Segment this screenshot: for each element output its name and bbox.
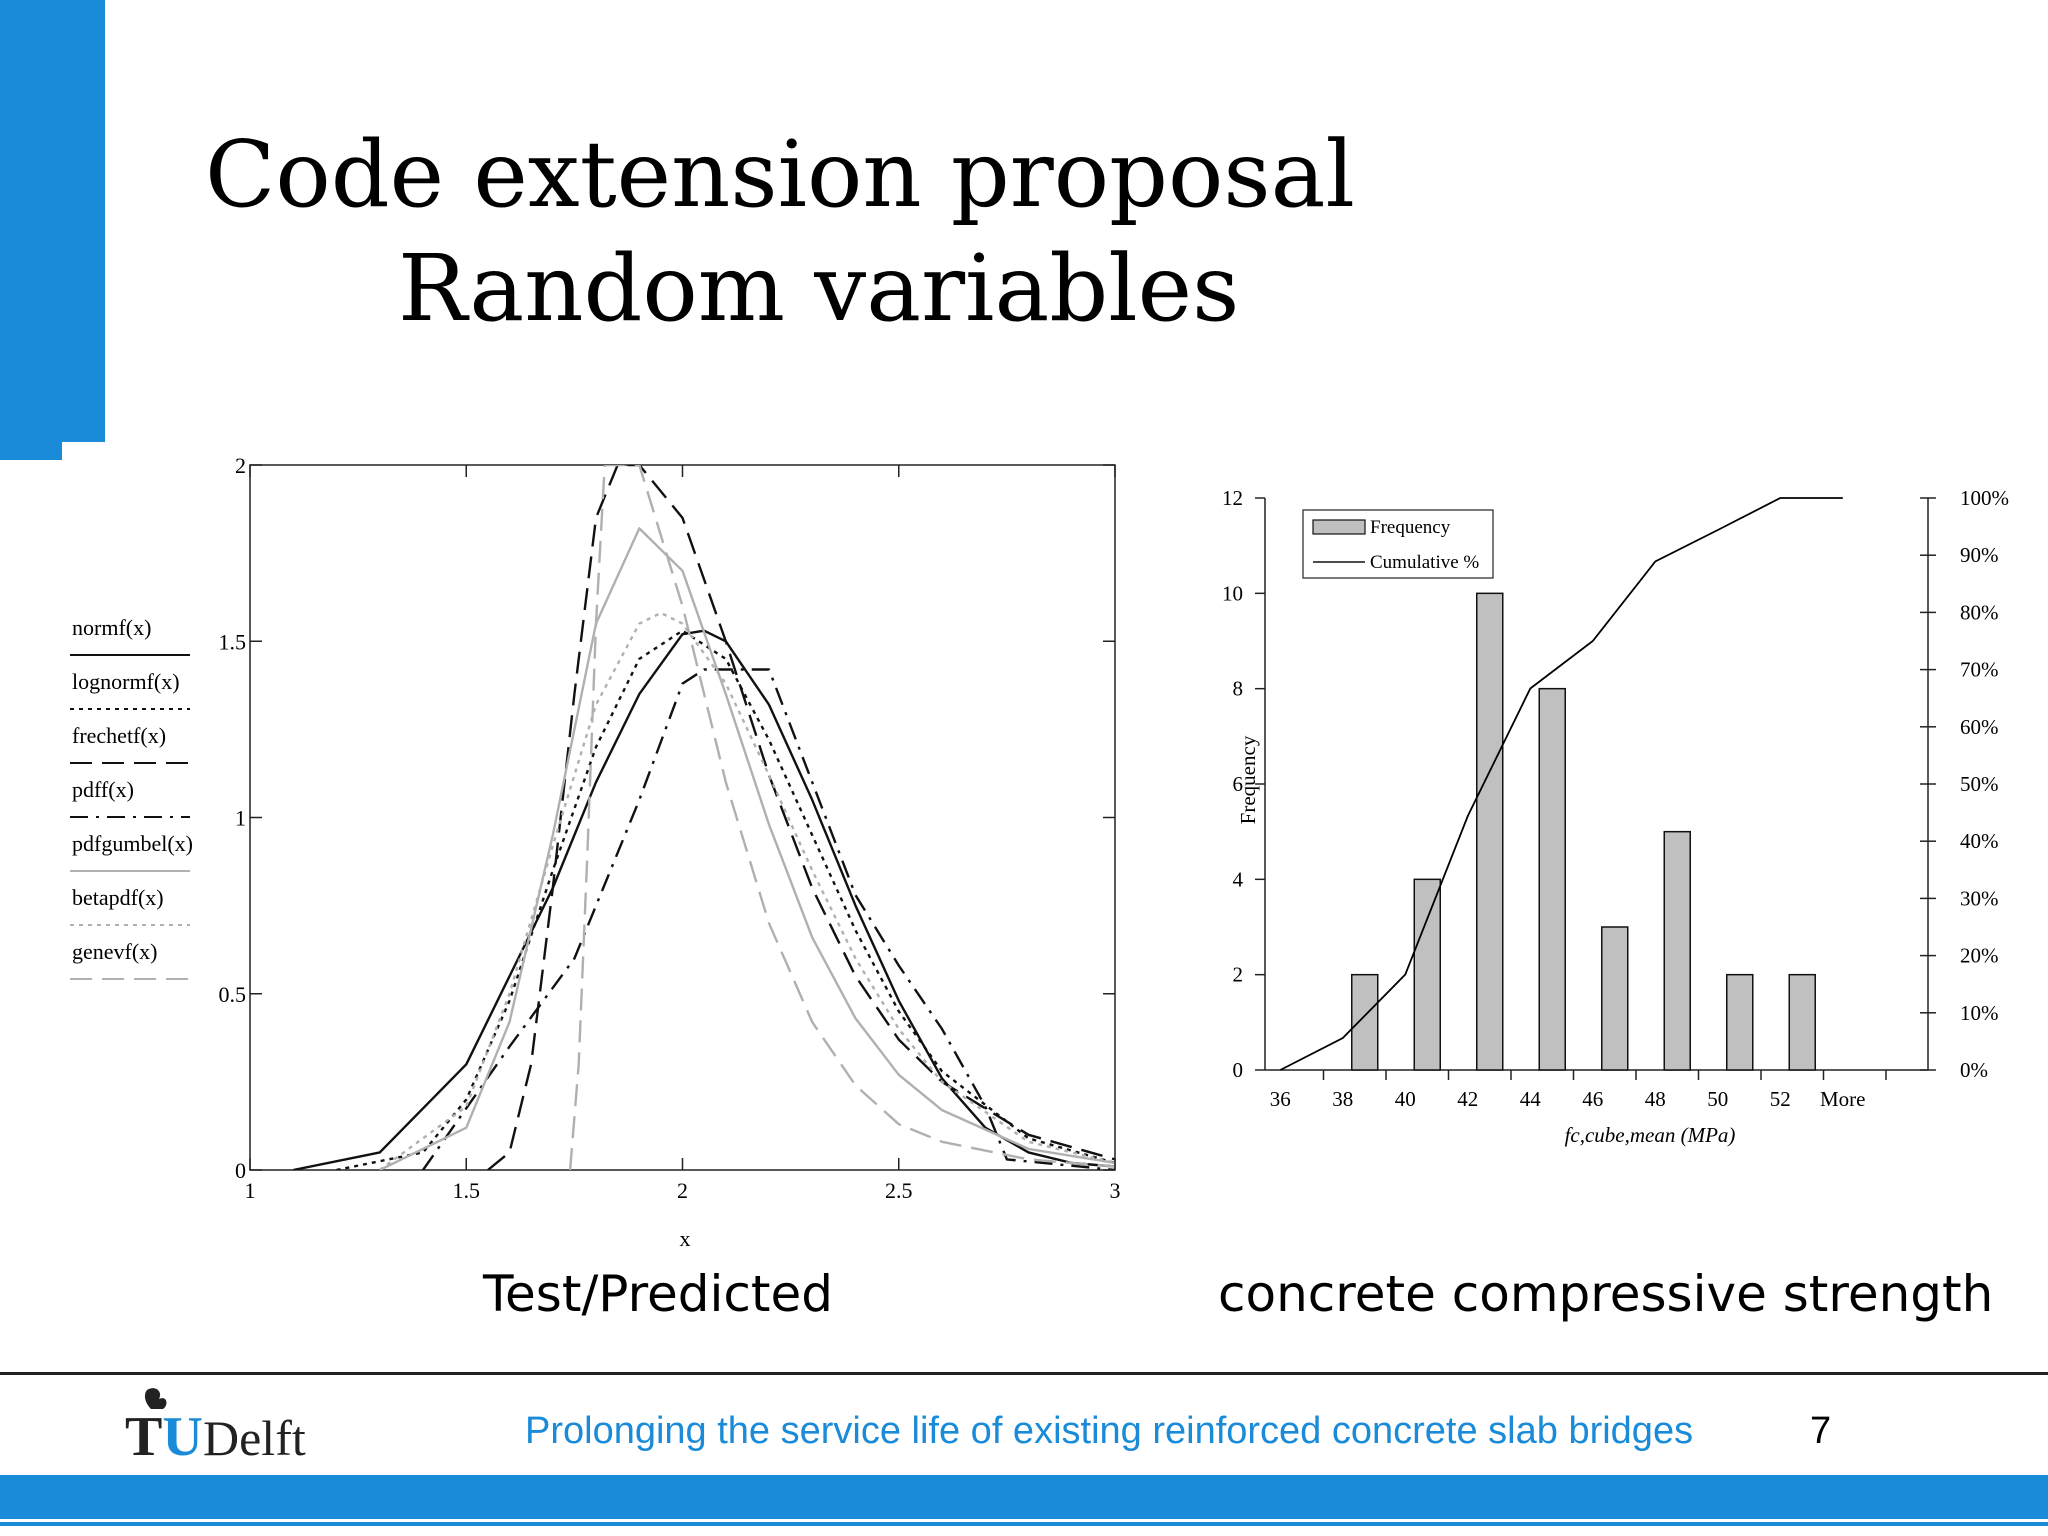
legend-label-cumulative: Cumulative %: [1370, 552, 1479, 573]
y2-tick-label-0: 0%: [1960, 1058, 1988, 1082]
y2-tick-label-90: 90%: [1960, 543, 1999, 567]
x-tick-label-2-5: 2.5: [885, 1178, 913, 1203]
bar-48: [1663, 830, 1691, 1071]
series-line-betapdf-x: [379, 611, 1115, 1170]
x-tick-label-48: 48: [1645, 1087, 1666, 1111]
bar-40: [1413, 878, 1441, 1071]
y-tick-label-0-5: 0.5: [219, 982, 247, 1007]
frequency-histogram-chart: 0246810120%10%20%30%40%50%60%70%80%90%10…: [1222, 486, 2009, 1147]
legend-label-pdfgumbel-x: pdfgumbel(x): [72, 831, 193, 856]
accent-bar-tab: [0, 442, 62, 460]
y-tick-label-12: 12: [1222, 486, 1243, 510]
bar-42: [1476, 592, 1504, 1071]
flame-icon: [144, 1388, 167, 1409]
y2-tick-label-50: 50%: [1960, 772, 1999, 796]
y-tick-label-6: 6: [1233, 772, 1244, 796]
x-axis-label: x: [680, 1226, 691, 1251]
footer-strip: [0, 1522, 2048, 1526]
x-tick-label-more: More: [1820, 1087, 1866, 1111]
legend-label-pdff-x: pdff(x): [72, 777, 134, 802]
slide-title: Code extension proposal Random variables: [150, 118, 1500, 346]
x-tick-label-44: 44: [1520, 1087, 1542, 1111]
legend-label-lognormf-x: lognormf(x): [72, 669, 180, 694]
y-tick-label-10: 10: [1222, 581, 1243, 605]
series-line-pdfgumbel-x: [379, 527, 1115, 1170]
x-tick-label-42: 42: [1457, 1087, 1478, 1111]
series-line-normf-x: [293, 629, 1115, 1170]
y2-tick-label-30: 30%: [1960, 886, 1999, 910]
x-tick-label-1: 1: [245, 1178, 256, 1203]
y2-tick-label-10: 10%: [1960, 1001, 1999, 1025]
series-line-lognormf-x: [336, 629, 1115, 1170]
distribution-pdf-chart: 1 1.5 2 2.5 3 0 0.5 1 1.5 2 normf(x) lognormf(x) fr…: [70, 455, 1121, 1251]
title-line-1: Code extension proposal: [205, 121, 1355, 228]
title-line-2: Random variables: [398, 235, 1240, 342]
x-tick-label-2: 2: [677, 1178, 688, 1203]
x-tick-label-52: 52: [1770, 1087, 1791, 1111]
legend-swatch-frequency: [1312, 519, 1366, 535]
legend-label-frequency: Frequency: [1370, 517, 1451, 538]
y-axis-label: Frequency: [1236, 735, 1260, 824]
y-tick-label-1: 1: [235, 806, 246, 831]
y-tick-label-4: 4: [1233, 867, 1244, 891]
logo-u: U: [162, 1406, 202, 1465]
svg-text:TU: TU: [125, 1406, 203, 1465]
x-tick-label-38: 38: [1332, 1087, 1353, 1111]
y2-tick-label-40: 40%: [1960, 829, 1999, 853]
bar-44: [1538, 687, 1566, 1071]
footer-project-title: Prolonging the service life of existing …: [525, 1410, 1694, 1452]
y2-tick-label-60: 60%: [1960, 715, 1999, 739]
x-tick-label-36: 36: [1270, 1087, 1291, 1111]
legend-label-frechetf-x: frechetf(x): [72, 723, 166, 748]
bar-50: [1726, 973, 1754, 1071]
x-tick-label-50: 50: [1707, 1087, 1728, 1111]
y-tick-label-2: 2: [235, 455, 246, 478]
x-tick-label-3: 3: [1110, 1178, 1121, 1203]
bar-52: [1788, 973, 1816, 1071]
y-tick-label-8: 8: [1233, 677, 1244, 701]
cumulative-line: [1279, 497, 1843, 1071]
caption-test-predicted: Test/Predicted: [483, 1265, 834, 1323]
logo-t: T: [125, 1406, 162, 1465]
bar-46: [1601, 926, 1629, 1071]
series-line-genevf-x: [568, 465, 1115, 1170]
x-tick-label-46: 46: [1582, 1087, 1603, 1111]
series-line-frechetf-x: [487, 465, 1115, 1170]
page-number: 7: [1810, 1410, 1832, 1452]
y2-tick-label-80: 80%: [1960, 600, 1999, 624]
x-tick-label-40: 40: [1395, 1087, 1416, 1111]
series-line-pdff-x: [422, 668, 1115, 1170]
legend-label-genevf-x: genevf(x): [72, 939, 158, 964]
legend-label-normf-x: normf(x): [72, 615, 151, 640]
x-axis-label: fc,cube,mean (MPa): [1565, 1123, 1736, 1147]
y-tick-label-0: 0: [1233, 1058, 1244, 1082]
x-tick-label-1-5: 1.5: [453, 1178, 481, 1203]
y2-tick-label-70: 70%: [1960, 658, 1999, 682]
bar-38: [1351, 973, 1379, 1071]
y-tick-label-0: 0: [235, 1158, 246, 1183]
legend-label-betapdf-x: betapdf(x): [72, 885, 164, 910]
accent-bar: [0, 0, 105, 442]
logo-delft: Delft: [203, 1410, 306, 1465]
tudelft-logo: TU Delft: [125, 1388, 306, 1465]
footer-band: [0, 1475, 2048, 1519]
y2-tick-label-100: 100%: [1960, 486, 2009, 510]
y-tick-label-1-5: 1.5: [219, 629, 247, 654]
y2-tick-label-20: 20%: [1960, 944, 1999, 968]
caption-concrete-strength: concrete compressive strength: [1218, 1265, 1994, 1323]
y-tick-label-2: 2: [1233, 963, 1244, 987]
footer-divider: [0, 1372, 2048, 1375]
